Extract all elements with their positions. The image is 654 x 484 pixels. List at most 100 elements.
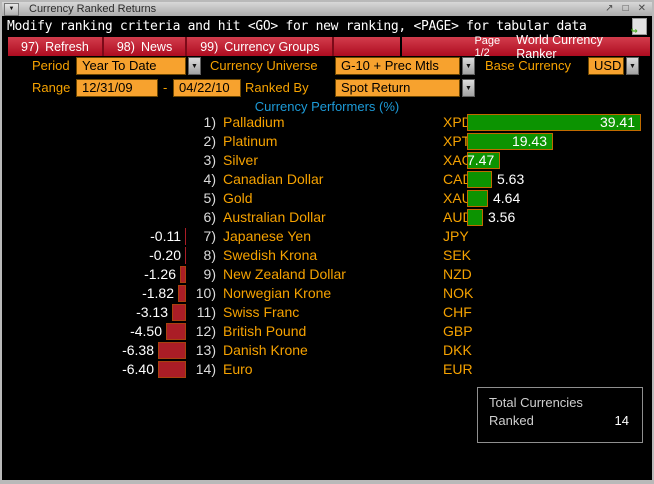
bar-value: 19.43 [511, 133, 547, 149]
chart-title: Currency Performers (%) [254, 99, 400, 114]
rank-label: 4) [203, 171, 216, 187]
period-dropdown-button[interactable]: ▼ [188, 57, 201, 75]
performer-row[interactable]: 5) Gold XAU 4.64 [2, 189, 652, 208]
total-currencies-label-line2: Ranked [489, 413, 534, 428]
menu-item-number: 97) [21, 39, 40, 54]
bar-value: 5.63 [497, 171, 525, 187]
currency-name: Japanese Yen [223, 228, 311, 244]
close-icon[interactable]: ✕ [637, 3, 646, 14]
ticker-label: XPT [443, 133, 471, 149]
ticker-label: GBP [443, 323, 473, 339]
range-end-field[interactable]: 04/22/10 [173, 79, 241, 97]
negative-bar [185, 247, 186, 264]
performer-row[interactable]: 1) Palladium XPD 39.41 [2, 113, 652, 132]
ranked-by-field[interactable]: Spot Return [335, 79, 460, 97]
bar-value: 3.56 [488, 209, 516, 225]
base-currency-field[interactable]: USD [588, 57, 624, 75]
currency-name: Norwegian Krone [223, 285, 332, 301]
chevron-down-icon: ▼ [465, 62, 472, 70]
rank-label: 6) [203, 209, 216, 225]
rank-label: 3) [203, 152, 216, 168]
ticker-label: DKK [443, 342, 472, 358]
performer-row[interactable]: 6) Australian Dollar AUD 3.56 [2, 208, 652, 227]
filter-panel: Period Year To Date ▼ Currency Universe … [2, 57, 652, 99]
ticker-label: AUD [443, 209, 473, 225]
negative-bar [178, 285, 186, 302]
menu-filler [334, 37, 403, 56]
negative-bar [180, 266, 186, 283]
period-label: Period [32, 58, 70, 73]
performer-row[interactable]: 9) New Zealand Dollar NZD -1.26 [2, 265, 652, 284]
maximize-icon[interactable]: □ [622, 3, 629, 14]
bar-value: -0.11 [150, 228, 181, 244]
menu-item-refresh[interactable]: 97) Refresh [8, 37, 104, 56]
positive-bar [467, 133, 553, 150]
positive-bar [467, 171, 492, 188]
rank-label: 9) [203, 266, 216, 282]
currency-name: British Pound [223, 323, 307, 339]
base-currency-dropdown-button[interactable]: ▼ [626, 57, 639, 75]
positive-bar [467, 114, 641, 131]
performer-row[interactable]: 10) Norwegian Krone NOK -1.82 [2, 284, 652, 303]
instruction-text: Modify ranking criteria and hit <GO> for… [7, 19, 587, 34]
performer-row[interactable]: 7) Japanese Yen JPY -0.11 [2, 227, 652, 246]
rank-label: 10) [195, 285, 216, 301]
positive-bar [467, 152, 500, 169]
currency-name: Silver [223, 152, 259, 168]
period-field[interactable]: Year To Date [76, 57, 186, 75]
performer-row[interactable]: 11) Swiss Franc CHF -3.13 [2, 303, 652, 322]
menu-item-label: Currency Groups [224, 39, 320, 54]
menu-item-number: 98) [116, 39, 135, 54]
ranked-by-label: Ranked By [245, 80, 309, 95]
window-menu-button[interactable]: ▼ [4, 2, 19, 16]
currency-universe-field[interactable]: G-10 + Prec Mtls [335, 57, 460, 75]
performer-row[interactable]: 14) Euro EUR -6.40 [2, 360, 652, 379]
rank-label: 7) [203, 228, 216, 244]
currency-name: Swiss Franc [223, 304, 300, 320]
negative-bar [185, 228, 186, 245]
performer-row[interactable]: 3) Silver XAG 7.47 [2, 151, 652, 170]
currency-universe-dropdown-button[interactable]: ▼ [462, 57, 475, 75]
rank-label: 11) [196, 304, 216, 320]
page-forward-icon[interactable]: ↪ [631, 18, 647, 37]
ticker-label: XAU [443, 190, 472, 206]
window-titlebar: ▼ Currency Ranked Returns ↗ □ ✕ [2, 2, 652, 16]
menu-bar: 97) Refresh 98) News 99) Currency Groups Page… [8, 33, 650, 61]
range-start-field[interactable]: 12/31/09 [76, 79, 158, 97]
menu-item-news[interactable]: 98) News [104, 37, 188, 56]
ranked-by-dropdown-button[interactable]: ▼ [462, 79, 475, 97]
rank-label: 13) [195, 342, 216, 358]
performer-row[interactable]: 2) Platinum XPT 19.43 [2, 132, 652, 151]
bar-value: -6.38 [122, 342, 154, 358]
total-currencies-box: Total Currencies Ranked 14 [477, 387, 643, 443]
performer-row[interactable]: 4) Canadian Dollar CAD 5.63 [2, 170, 652, 189]
negative-bar [166, 323, 186, 340]
chevron-down-icon: ▼ [191, 62, 198, 70]
ticker-label: XPD [443, 114, 472, 130]
menu-right-group: Page 1/2 World Currency Ranker [402, 33, 650, 61]
bar-value: 7.47 [467, 152, 495, 168]
menu-left-group: 97) Refresh 98) News 99) Currency Groups [8, 37, 335, 56]
range-separator: - [163, 80, 168, 95]
menu-item-currency-groups[interactable]: 99) Currency Groups [187, 37, 335, 56]
performer-row[interactable]: 13) Danish Krone DKK -6.38 [2, 341, 652, 360]
currency-name: Australian Dollar [223, 209, 326, 225]
rank-label: 2) [203, 133, 216, 149]
positive-bar [467, 209, 483, 226]
bar-value: -0.20 [149, 247, 181, 263]
popout-icon[interactable]: ↗ [605, 3, 614, 14]
performer-row[interactable]: 8) Swedish Krona SEK -0.20 [2, 246, 652, 265]
bar-value: -1.82 [142, 285, 174, 301]
rank-label: 14) [195, 361, 216, 377]
bar-value: 39.41 [599, 114, 635, 130]
terminal-content: Modify ranking criteria and hit <GO> for… [2, 16, 652, 480]
range-label: Range [32, 80, 71, 95]
ticker-label: CAD [443, 171, 473, 187]
ticker-label: XAG [443, 152, 473, 168]
performer-row[interactable]: 12) British Pound GBP -4.50 [2, 322, 652, 341]
currency-universe-label: Currency Universe [210, 58, 318, 73]
menu-item-label: Refresh [45, 39, 89, 54]
rank-label: 12) [195, 323, 216, 339]
total-currencies-label-line1: Total Currencies [489, 395, 583, 410]
